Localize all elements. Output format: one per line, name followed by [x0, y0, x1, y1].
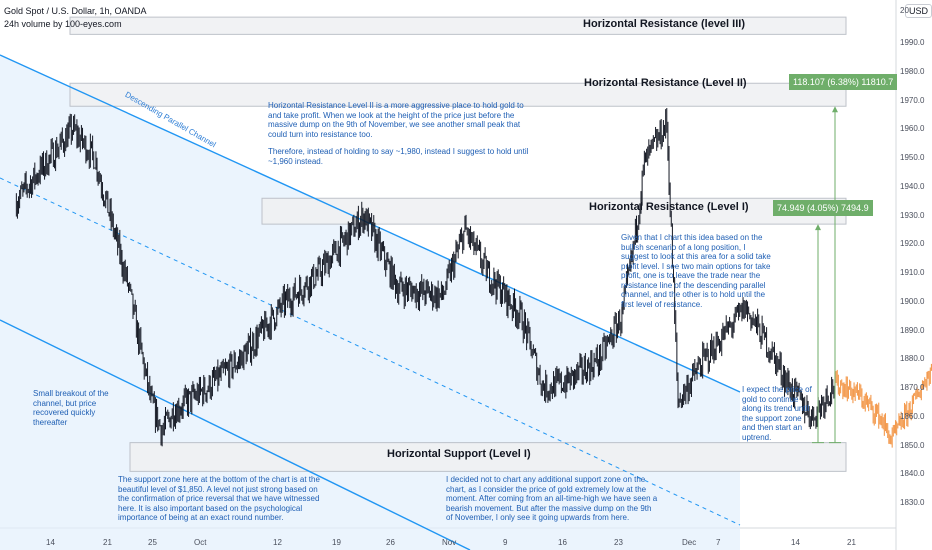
x-tick-label: 26: [386, 538, 395, 547]
target-label-level1: 74.949 (4.05%) 7494.9: [773, 200, 873, 216]
zone-label-resistance-2: Horizontal Resistance (Level II): [584, 77, 747, 89]
note-level2-paragraph-1: Horizontal Resistance Level II is a more…: [268, 101, 524, 139]
y-tick-label: 1930.0: [900, 210, 925, 220]
zone-1: [69, 16, 847, 35]
x-tick-label: 23: [614, 538, 623, 547]
zone-label-support-1: Horizontal Support (Level I): [387, 448, 531, 460]
zone-label-resistance-1: Horizontal Resistance (Level I): [589, 201, 749, 213]
indicator-title: 24h volume by 100-eyes.com: [4, 19, 122, 29]
y-tick-label: 1920.0: [900, 239, 925, 249]
y-tick-label: 1970.0: [900, 95, 925, 105]
y-tick-label: 1940.0: [900, 181, 925, 191]
note-breakout: Small breakout of the channel, but price…: [33, 389, 109, 427]
y-tick-label: 1890.0: [900, 325, 925, 335]
channel-lower-line: [0, 319, 471, 550]
zone-2: [69, 82, 847, 107]
x-tick-label: 16: [558, 538, 567, 547]
x-tick-label: 7: [716, 538, 721, 547]
y-tick-label: 1950.0: [900, 153, 925, 162]
target-arrowhead: [832, 106, 838, 113]
channel-midline: [0, 177, 741, 526]
channel-fill: [0, 55, 740, 550]
x-tick-label: 25: [148, 538, 157, 547]
note-support-zone: The support zone here at the bottom of t…: [118, 475, 320, 522]
y-tick-label: 1850.0: [900, 440, 925, 450]
x-tick-label: 14: [46, 538, 55, 547]
x-tick-label: Oct: [194, 538, 207, 547]
x-tick-label: 9: [503, 538, 508, 547]
y-tick-label: 1990.0: [900, 38, 925, 47]
note-resistance-level2: Horizontal Resistance Level II is a more…: [268, 101, 530, 174]
y-tick-label: 1880.0: [900, 354, 925, 364]
y-tick-label: 1900.0: [900, 296, 925, 306]
note-support-decision: I decided not to chart any additional su…: [446, 475, 658, 522]
x-tick-label: 21: [847, 538, 856, 547]
x-tick-label: 21: [103, 538, 112, 547]
x-tick-label: Nov: [442, 538, 457, 547]
y-tick-cut-label: 20: [900, 6, 909, 15]
x-tick-label: Dec: [682, 538, 697, 547]
y-tick-label: 1870.0: [900, 383, 925, 392]
x-tick-label: 19: [332, 538, 341, 547]
target-arrowhead: [815, 224, 821, 231]
y-tick-label: 1840.0: [900, 469, 925, 479]
zone-4: [129, 442, 847, 472]
y-tick-label: 1860.0: [900, 411, 925, 421]
note-resistance-level1: Given that I chart this idea based on th…: [621, 233, 771, 309]
note-level2-paragraph-2: Therefore, instead of holding to say ~1,…: [268, 147, 529, 166]
x-tick-label: 14: [791, 538, 800, 547]
currency-badge[interactable]: USD: [905, 4, 932, 18]
note-expectation: I expect the price of gold to continue a…: [742, 385, 812, 442]
symbol-title: Gold Spot / U.S. Dollar, 1h, OANDA: [4, 6, 147, 16]
projection-series: [834, 363, 932, 448]
target-label-level2: 118.107 (6.38%) 11810.7: [789, 74, 898, 90]
y-tick-label: 1830.0: [900, 498, 925, 507]
zone-3: [261, 197, 847, 225]
x-tick-label: 12: [273, 538, 282, 547]
price-candles-series: [15, 108, 836, 447]
y-tick-label: 1960.0: [900, 124, 925, 134]
zone-label-resistance-3: Horizontal Resistance (level III): [583, 18, 745, 30]
y-tick-label: 1980.0: [900, 66, 925, 76]
y-tick-label: 1910.0: [900, 268, 925, 277]
